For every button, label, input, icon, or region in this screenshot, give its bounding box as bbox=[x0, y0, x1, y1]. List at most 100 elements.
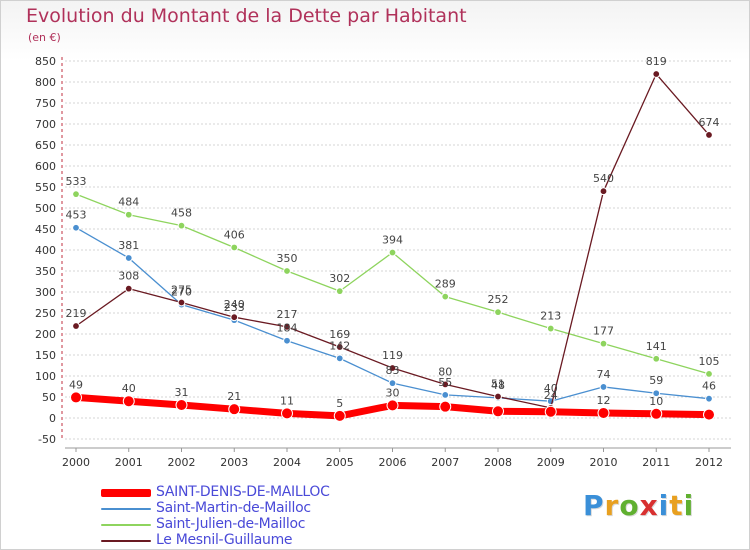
x-tick-label: 2005 bbox=[326, 456, 354, 469]
y-tick-label: 250 bbox=[35, 307, 56, 320]
legend-swatch bbox=[101, 508, 151, 510]
legend-label: SAINT-DENIS-DE-MAILLOC bbox=[156, 484, 330, 500]
y-tick-label: 550 bbox=[35, 181, 56, 194]
x-tick-label: 2002 bbox=[168, 456, 196, 469]
data-point bbox=[72, 223, 80, 232]
data-point bbox=[124, 284, 133, 293]
data-label: 74 bbox=[597, 368, 611, 381]
x-tick-label: 2009 bbox=[537, 456, 565, 469]
legend-label: Saint-Martin-de-Mailloc bbox=[156, 500, 311, 516]
data-label: 394 bbox=[382, 234, 403, 247]
data-label: 233 bbox=[224, 301, 245, 314]
data-label: 12 bbox=[597, 394, 611, 407]
data-label: 533 bbox=[66, 175, 87, 188]
data-point bbox=[230, 313, 239, 322]
data-point bbox=[441, 292, 450, 301]
data-point bbox=[439, 400, 452, 413]
x-tick-label: 2010 bbox=[590, 456, 618, 469]
logo-letter: r bbox=[604, 489, 620, 522]
data-point bbox=[335, 354, 344, 363]
x-tick-label: 2007 bbox=[431, 456, 459, 469]
data-point bbox=[544, 405, 557, 418]
data-label: 674 bbox=[699, 116, 720, 129]
data-point bbox=[335, 343, 344, 351]
data-label: 83 bbox=[386, 364, 400, 377]
chart-title: Evolution du Montant de la Dette par Hab… bbox=[26, 5, 467, 27]
data-label: 21 bbox=[227, 390, 241, 403]
y-tick-label: 450 bbox=[35, 223, 56, 236]
logo-letter: P bbox=[583, 489, 605, 522]
data-label: 540 bbox=[593, 172, 614, 185]
data-point bbox=[441, 391, 450, 399]
y-tick-label: 800 bbox=[35, 76, 56, 89]
data-label: 40 bbox=[122, 382, 136, 395]
data-label: 819 bbox=[646, 55, 667, 68]
data-point bbox=[650, 407, 663, 420]
x-tick-label: 2008 bbox=[484, 456, 512, 469]
data-label: 184 bbox=[277, 322, 298, 335]
data-point bbox=[492, 405, 504, 418]
data-label: 289 bbox=[435, 278, 456, 291]
data-label: 252 bbox=[488, 293, 509, 306]
data-label: 213 bbox=[540, 310, 561, 323]
legend-label: Saint-Julien-de-Mailloc bbox=[156, 516, 306, 532]
data-label: 119 bbox=[382, 349, 403, 362]
x-tick-label: 2001 bbox=[115, 456, 143, 469]
data-label: 217 bbox=[277, 308, 298, 321]
y-tick-label: 0 bbox=[49, 412, 56, 425]
data-label: 30 bbox=[386, 386, 400, 399]
data-point bbox=[335, 287, 344, 296]
data-label: 406 bbox=[224, 228, 245, 241]
data-point bbox=[283, 267, 291, 275]
data-label: 5 bbox=[336, 397, 343, 410]
data-label: 453 bbox=[66, 209, 87, 222]
legend-swatch bbox=[101, 540, 151, 542]
data-label: 51 bbox=[491, 378, 505, 391]
data-label: 80 bbox=[438, 365, 452, 378]
y-tick-label: 650 bbox=[35, 139, 56, 152]
data-point bbox=[441, 380, 450, 389]
proxiti-logo: Proxiti bbox=[583, 489, 694, 522]
x-tick-label: 2011 bbox=[642, 456, 670, 469]
data-point bbox=[72, 322, 80, 330]
data-point bbox=[283, 336, 291, 345]
data-label: 458 bbox=[171, 207, 192, 220]
logo-letter: i bbox=[683, 489, 695, 522]
data-label: 48 bbox=[491, 379, 505, 392]
logo-letter: x bbox=[639, 489, 659, 522]
data-point bbox=[705, 131, 713, 139]
data-point bbox=[177, 221, 186, 230]
data-point bbox=[652, 70, 661, 78]
logo-letter: i bbox=[658, 489, 670, 522]
x-tick-label: 2006 bbox=[379, 456, 407, 469]
y-tick-label: 700 bbox=[35, 118, 56, 131]
data-label: 59 bbox=[649, 374, 663, 387]
data-point bbox=[177, 298, 186, 307]
y-tick-label: 350 bbox=[35, 265, 56, 278]
data-point bbox=[705, 370, 713, 378]
data-label: 270 bbox=[171, 286, 192, 299]
data-point bbox=[494, 308, 502, 317]
y-tick-label: 750 bbox=[35, 97, 56, 110]
data-label: 142 bbox=[329, 339, 350, 352]
data-point bbox=[703, 408, 715, 421]
data-label: 49 bbox=[69, 378, 83, 391]
legend-label: Le Mesnil-Guillaume bbox=[156, 532, 293, 548]
y-tick-label: 600 bbox=[35, 160, 56, 173]
y-tick-label: 300 bbox=[35, 286, 56, 299]
data-point bbox=[599, 187, 608, 196]
data-label: 105 bbox=[699, 355, 720, 368]
data-label: 381 bbox=[118, 239, 139, 252]
data-point bbox=[386, 399, 399, 412]
data-label: 350 bbox=[277, 252, 298, 265]
data-point bbox=[546, 324, 555, 333]
x-tick-label: 2004 bbox=[273, 456, 301, 469]
x-tick-label: 2003 bbox=[220, 456, 248, 469]
data-point bbox=[228, 403, 241, 416]
data-label: 275 bbox=[171, 284, 192, 297]
data-label: 10 bbox=[649, 395, 663, 408]
data-point bbox=[283, 322, 291, 331]
y-tick-label: 500 bbox=[35, 202, 56, 215]
data-label: 11 bbox=[280, 394, 294, 407]
